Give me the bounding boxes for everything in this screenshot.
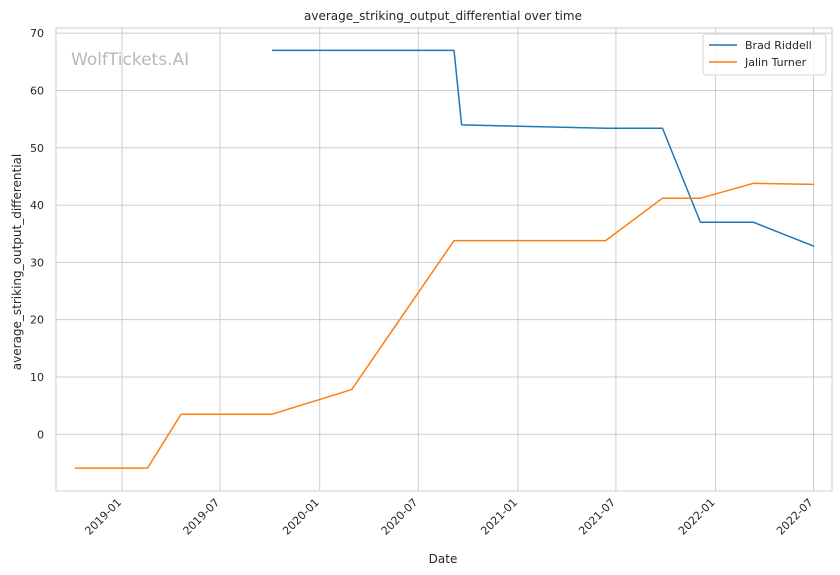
y-tick-label: 30 — [30, 256, 44, 269]
grid — [56, 28, 832, 491]
chart-title: average_striking_output_differential ove… — [304, 9, 582, 23]
y-axis-ticks: 0 10 20 30 40 50 60 70 — [30, 27, 44, 441]
y-tick-label: 20 — [30, 314, 44, 327]
y-tick-label: 60 — [30, 84, 44, 97]
series-2 — [74, 182, 815, 469]
y-tick-label: 0 — [37, 428, 44, 441]
y-tick-label: 40 — [30, 199, 44, 212]
series-line — [74, 182, 815, 469]
legend-label: Brad Riddell — [745, 39, 812, 52]
x-axis-title: Date — [429, 552, 458, 566]
legend-item: Jalin Turner — [709, 56, 807, 69]
y-axis-title: average_striking_output_differential — [10, 154, 24, 370]
legend: Brad Riddell Jalin Turner — [702, 33, 827, 76]
y-tick-label: 50 — [30, 142, 44, 155]
series-line — [272, 49, 815, 248]
watermark: WolfTickets.AI — [71, 50, 189, 70]
plot-area — [55, 27, 833, 492]
series-layer — [74, 49, 815, 469]
legend-label: Jalin Turner — [744, 56, 807, 69]
y-tick-label: 70 — [30, 27, 44, 40]
plot-frame — [55, 27, 833, 492]
legend-item: Brad Riddell — [709, 39, 812, 52]
y-tick-label: 10 — [30, 371, 44, 384]
series-1 — [272, 49, 815, 248]
